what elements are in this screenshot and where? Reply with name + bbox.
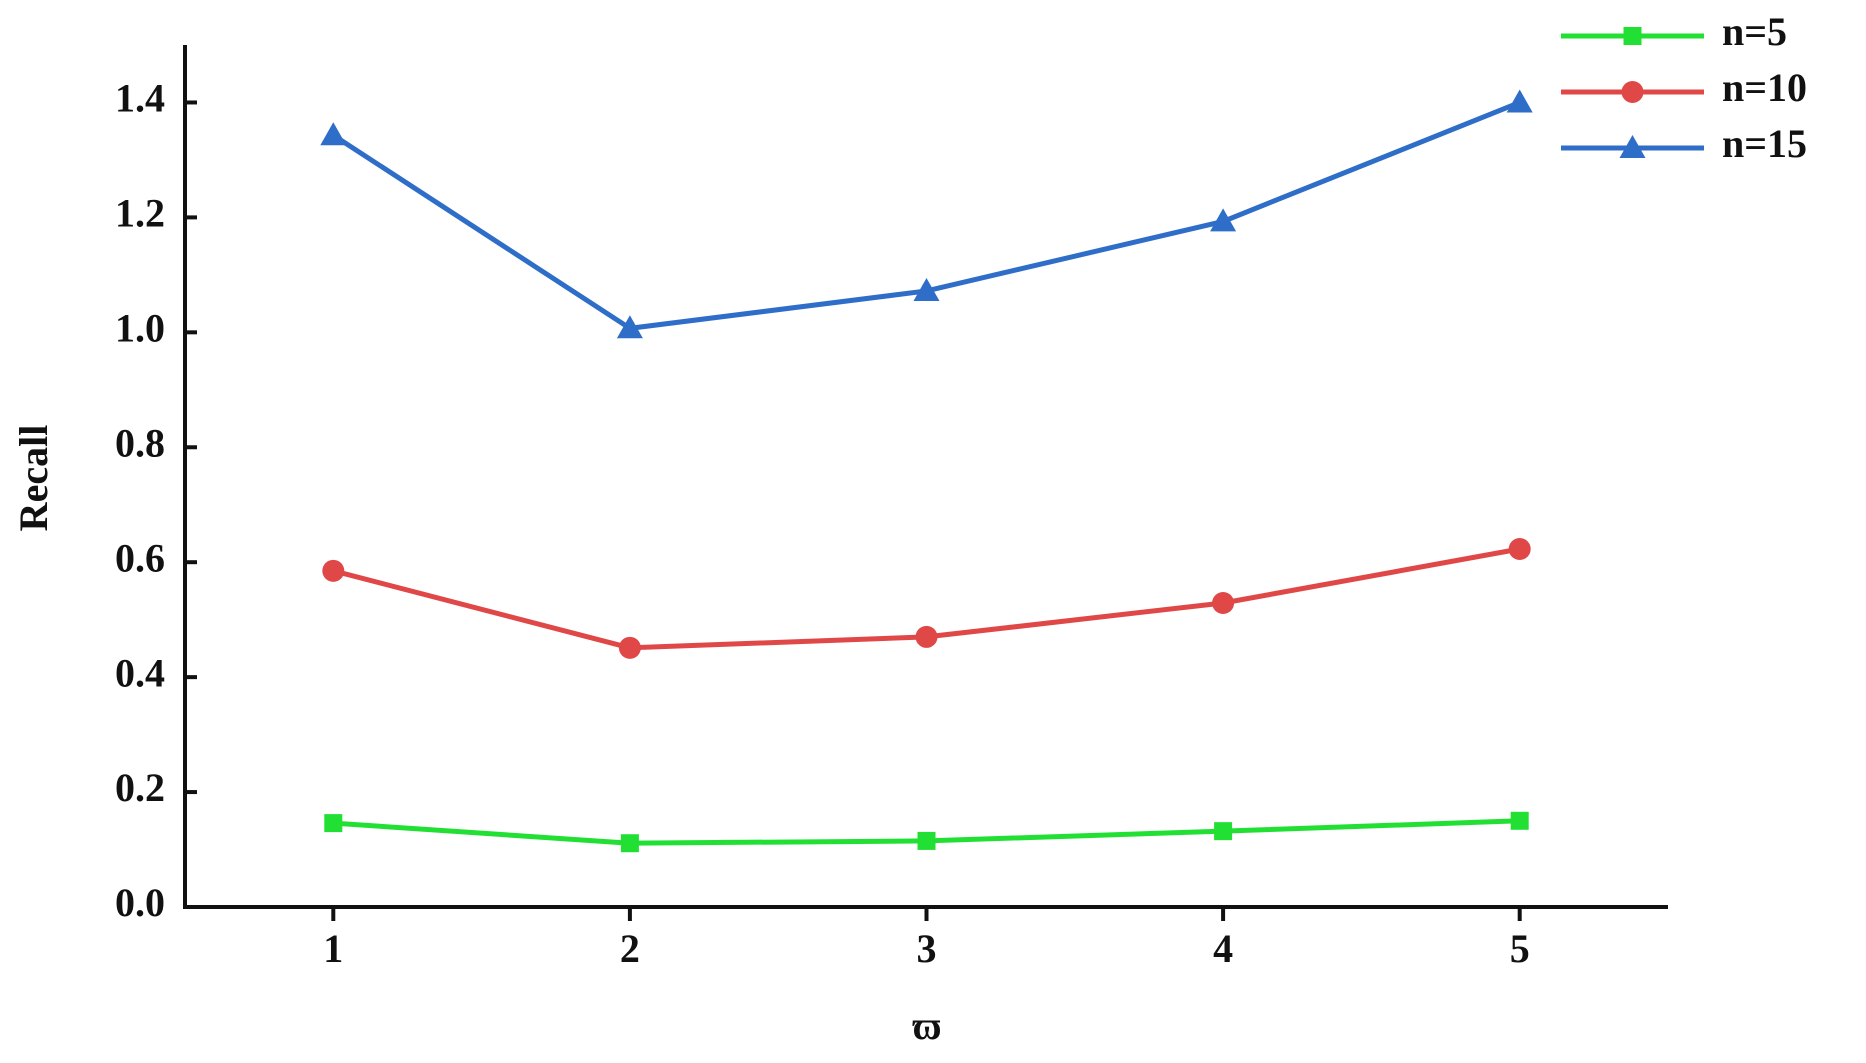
marker: [1506, 89, 1533, 113]
marker: [616, 315, 643, 339]
y-tick-label: 1.2: [115, 191, 165, 236]
marker: [915, 625, 938, 648]
y-axis-title: Recall: [11, 425, 56, 532]
marker: [1212, 592, 1235, 615]
x-tick-label: 5: [1510, 926, 1530, 971]
marker: [620, 834, 639, 853]
x-tick-label: 3: [917, 926, 937, 971]
marker: [917, 831, 936, 850]
x-tick-label: 2: [620, 926, 640, 971]
x-tick-label: 1: [323, 926, 343, 971]
legend-label: n=5: [1722, 9, 1787, 54]
marker: [1510, 811, 1529, 830]
marker: [1508, 537, 1531, 560]
legend-marker: [1619, 135, 1646, 158]
marker: [322, 559, 345, 582]
marker: [913, 277, 940, 301]
x-axis-title: ϖ: [912, 1003, 941, 1048]
legend-label: n=10: [1722, 65, 1807, 110]
marker: [618, 636, 641, 659]
legend-marker: [1623, 27, 1642, 45]
legend-label: n=15: [1722, 121, 1807, 166]
x-tick-label: 4: [1213, 926, 1233, 971]
y-tick-label: 1.0: [115, 306, 165, 351]
marker: [324, 814, 343, 833]
y-tick-label: 0.2: [115, 765, 165, 810]
y-tick-label: 0.4: [115, 650, 165, 695]
y-tick-label: 0.6: [115, 535, 165, 580]
y-tick-label: 1.4: [115, 76, 165, 121]
y-tick-label: 0.8: [115, 420, 165, 465]
marker: [1214, 822, 1233, 841]
legend-marker: [1621, 81, 1644, 103]
marker: [320, 122, 347, 146]
marker: [1210, 208, 1237, 232]
y-tick-label: 0.0: [115, 880, 165, 925]
